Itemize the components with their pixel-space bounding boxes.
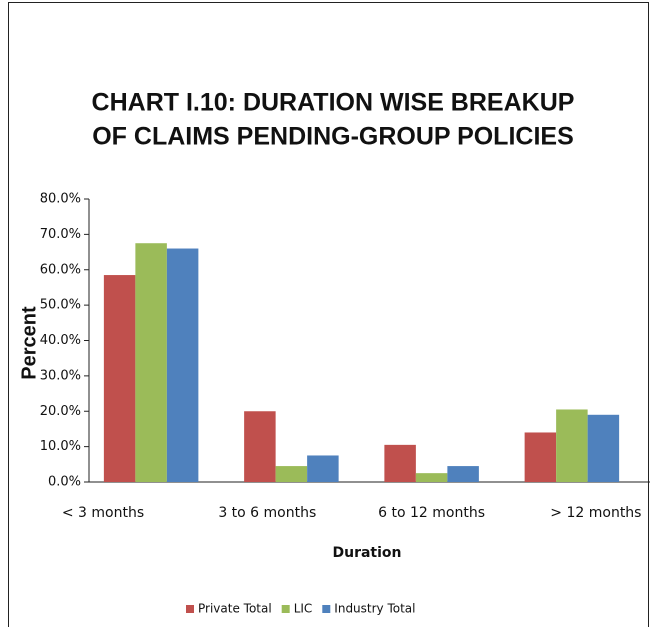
y-tick-label: 80.0% — [40, 192, 81, 207]
y-tick-label: 50.0% — [40, 298, 81, 313]
bar — [166, 248, 199, 482]
bar — [275, 466, 308, 482]
bar — [415, 473, 448, 482]
legend-swatch — [186, 605, 194, 613]
bar — [103, 275, 136, 482]
y-tick-label: 30.0% — [40, 368, 81, 383]
x-tick-label: < 3 months — [62, 505, 144, 521]
x-tick-label: > 12 months — [550, 505, 641, 521]
y-tick-label: 0.0% — [48, 475, 81, 490]
y-tick-label: 70.0% — [40, 227, 81, 242]
y-axis-title: Percent — [18, 306, 40, 380]
y-tick-label: 40.0% — [40, 333, 81, 348]
chart-title: OF CLAIMS PENDING-GROUP POLICIES — [92, 123, 574, 151]
bar — [307, 455, 339, 482]
chart-title: CHART I.10: DURATION WISE BREAKUP — [92, 89, 575, 117]
bar — [244, 411, 276, 482]
bar — [524, 432, 557, 482]
legend-label: LIC — [294, 602, 313, 616]
x-tick-label: 3 to 6 months — [218, 505, 316, 521]
bar — [384, 444, 416, 482]
y-tick-label: 60.0% — [40, 262, 81, 277]
x-axis-title: Duration — [332, 545, 401, 561]
bar — [556, 409, 588, 482]
x-tick-label: 6 to 12 months — [378, 505, 485, 521]
frame — [8, 2, 649, 627]
legend-label: Industry Total — [334, 602, 415, 616]
bar — [587, 414, 620, 482]
legend-swatch — [281, 605, 290, 613]
bar — [135, 243, 167, 482]
legend-swatch — [322, 605, 331, 613]
y-tick-label: 20.0% — [40, 404, 81, 419]
bar — [447, 466, 479, 482]
y-tick-label: 10.0% — [40, 439, 81, 454]
legend-label: Private Total — [198, 602, 272, 616]
